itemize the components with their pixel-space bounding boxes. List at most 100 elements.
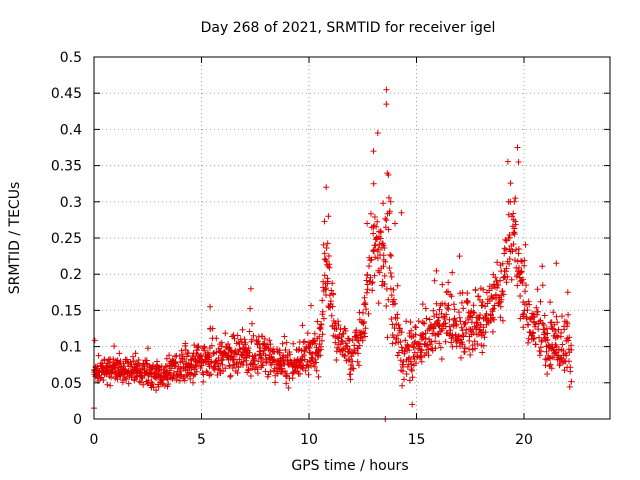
data-point — [529, 330, 536, 337]
data-point — [536, 318, 543, 325]
data-point — [522, 241, 529, 248]
data-point — [319, 331, 326, 338]
data-point — [208, 371, 214, 378]
data-point — [329, 303, 336, 310]
data-point — [536, 352, 543, 359]
data-point — [393, 335, 400, 342]
data-point — [392, 300, 398, 307]
data-point — [460, 333, 467, 340]
data-point — [503, 279, 510, 286]
data-point — [544, 330, 551, 337]
data-point — [285, 384, 292, 391]
data-point — [465, 316, 472, 323]
data-point — [381, 281, 388, 288]
data-point — [354, 337, 361, 344]
data-point — [193, 368, 200, 375]
data-point — [394, 282, 401, 289]
data-point — [526, 301, 533, 308]
data-point — [497, 277, 503, 284]
data-point — [321, 218, 328, 225]
data-point — [356, 342, 363, 349]
data-point — [432, 345, 439, 352]
data-point — [222, 365, 229, 372]
data-point — [283, 370, 290, 377]
data-point — [200, 371, 207, 378]
y-tick-label: 0.2 — [60, 267, 82, 283]
data-point — [387, 251, 394, 258]
data-point — [186, 369, 193, 376]
data-point — [419, 319, 426, 326]
data-point — [282, 347, 289, 353]
data-point — [532, 341, 539, 348]
data-point — [525, 339, 531, 346]
data-point — [165, 381, 172, 388]
data-point — [511, 231, 518, 238]
data-point — [161, 367, 168, 373]
data-point — [322, 286, 329, 293]
data-point — [374, 218, 381, 225]
data-point — [342, 340, 349, 347]
data-point — [187, 375, 194, 382]
data-point — [533, 304, 540, 311]
data-point — [475, 293, 482, 300]
data-point — [423, 315, 430, 322]
data-point — [472, 345, 478, 352]
data-point — [488, 295, 495, 301]
data-point — [403, 318, 410, 325]
data-point — [406, 377, 413, 384]
data-point — [278, 365, 285, 372]
data-point — [107, 382, 114, 389]
data-point — [183, 353, 190, 360]
data-point — [519, 276, 526, 283]
data-point — [383, 303, 390, 309]
data-point — [297, 370, 303, 377]
data-point — [435, 314, 442, 321]
data-point — [348, 362, 354, 368]
data-point — [514, 144, 521, 151]
data-point — [539, 263, 546, 270]
data-point — [281, 333, 288, 340]
data-point — [362, 301, 369, 308]
data-point — [464, 290, 471, 297]
data-point — [219, 361, 226, 368]
data-point — [547, 361, 554, 368]
data-point — [468, 319, 475, 326]
data-point — [447, 327, 454, 334]
data-point — [539, 320, 546, 327]
data-point — [311, 337, 318, 344]
data-point — [504, 158, 511, 165]
data-point — [443, 311, 450, 318]
data-point — [191, 342, 198, 349]
data-point — [458, 324, 465, 331]
data-point — [371, 272, 378, 279]
data-point — [366, 263, 372, 270]
data-point — [482, 314, 489, 321]
data-point — [354, 358, 361, 365]
data-point — [512, 195, 519, 202]
data-point — [421, 320, 428, 327]
data-point — [396, 349, 402, 356]
data-point — [437, 344, 444, 351]
data-point — [246, 352, 253, 359]
data-point — [352, 349, 359, 356]
data-point — [456, 314, 463, 321]
data-point — [409, 401, 416, 408]
grid-lines — [94, 57, 610, 419]
data-point — [458, 354, 464, 361]
data-point — [474, 319, 481, 326]
data-point — [427, 341, 434, 348]
data-point — [531, 319, 538, 326]
data-point — [407, 319, 414, 326]
data-point — [272, 379, 279, 386]
data-point — [433, 267, 440, 274]
data-point — [398, 209, 405, 216]
data-point — [367, 274, 374, 281]
data-point — [230, 356, 237, 362]
data-point — [418, 358, 425, 365]
data-point — [382, 215, 389, 222]
data-point — [483, 310, 490, 317]
data-point — [245, 366, 252, 373]
data-point — [524, 307, 531, 313]
data-point — [361, 330, 368, 337]
data-point — [445, 288, 451, 295]
